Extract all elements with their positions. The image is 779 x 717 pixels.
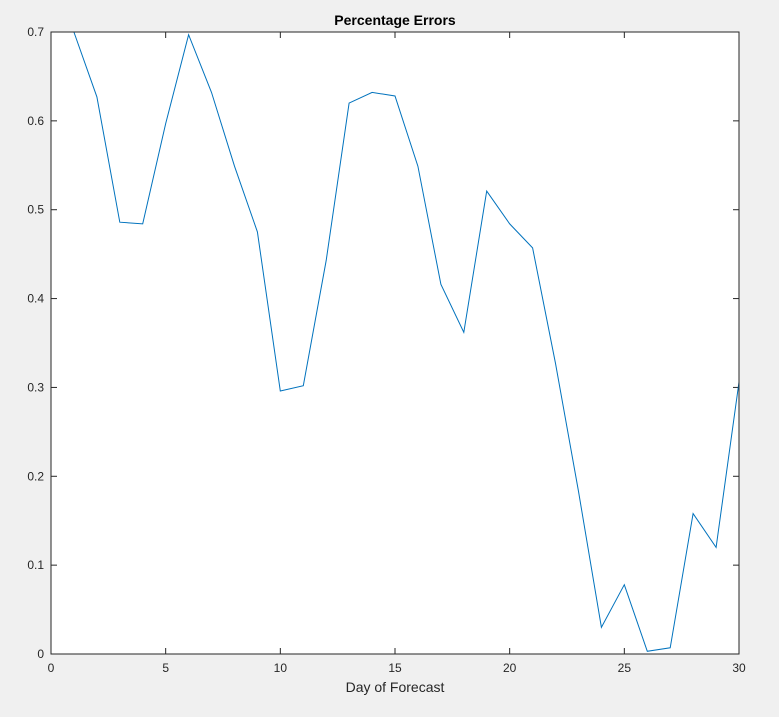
x-tick-label: 30: [732, 661, 746, 675]
y-tick-label: 0.1: [27, 558, 44, 572]
y-tick-label: 0.4: [27, 292, 44, 306]
x-axis-label: Day of Forecast: [346, 679, 445, 695]
x-tick-label: 5: [162, 661, 169, 675]
x-tick-label: 10: [274, 661, 288, 675]
y-tick-label: 0.7: [27, 25, 44, 39]
x-tick-label: 0: [48, 661, 55, 675]
series-line: [73, 31, 740, 652]
x-tick-label: 25: [618, 661, 632, 675]
y-tick-label: 0: [37, 647, 44, 661]
x-axis-ticks: 0 5 10 15 20 25 30: [48, 32, 746, 675]
y-tick-label: 0.6: [27, 114, 44, 128]
y-tick-label: 0.3: [27, 380, 44, 394]
y-axis-ticks: 0 0.1 0.2 0.3 0.4 0.5 0.6 0.7: [27, 25, 739, 661]
chart-title: Percentage Errors: [334, 12, 456, 28]
plot-frame: [50, 31, 740, 655]
y-tick-label: 0.5: [27, 203, 44, 217]
x-tick-label: 15: [388, 661, 402, 675]
plot-area: [51, 32, 739, 654]
x-tick-label: 20: [503, 661, 517, 675]
series-layer: [73, 31, 740, 652]
y-tick-label: 0.2: [27, 469, 44, 483]
